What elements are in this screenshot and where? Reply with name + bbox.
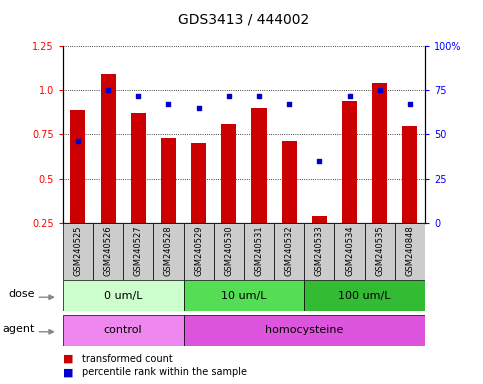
- Bar: [304, 280, 425, 311]
- Text: GSM240535: GSM240535: [375, 226, 384, 276]
- Text: ■: ■: [63, 367, 73, 377]
- Point: [134, 93, 142, 99]
- Text: GSM240530: GSM240530: [224, 226, 233, 276]
- Bar: [213, 223, 244, 280]
- Bar: [184, 315, 425, 346]
- Point: [165, 101, 172, 108]
- Bar: [312, 216, 327, 223]
- Text: GSM240528: GSM240528: [164, 226, 173, 276]
- Text: transformed count: transformed count: [82, 354, 173, 364]
- Bar: [63, 280, 184, 311]
- Point: [315, 158, 323, 164]
- Text: homocysteine: homocysteine: [265, 325, 343, 335]
- Text: GDS3413 / 444002: GDS3413 / 444002: [178, 13, 310, 27]
- Point: [225, 93, 233, 99]
- Text: GSM240525: GSM240525: [73, 226, 83, 276]
- Text: percentile rank within the sample: percentile rank within the sample: [82, 367, 247, 377]
- Bar: [93, 223, 123, 280]
- Point: [376, 87, 384, 93]
- Text: GSM240534: GSM240534: [345, 226, 354, 276]
- Bar: [71, 110, 85, 223]
- Text: GSM240527: GSM240527: [134, 226, 143, 276]
- Text: GSM240531: GSM240531: [255, 226, 264, 276]
- Text: 10 um/L: 10 um/L: [221, 291, 267, 301]
- Point: [255, 93, 263, 99]
- Bar: [123, 223, 154, 280]
- Point: [285, 101, 293, 108]
- Bar: [191, 143, 206, 223]
- Bar: [184, 223, 213, 280]
- Text: GSM240529: GSM240529: [194, 226, 203, 276]
- Point: [74, 138, 82, 144]
- Text: GSM240532: GSM240532: [284, 226, 294, 276]
- Bar: [342, 101, 357, 223]
- Point: [195, 105, 202, 111]
- Point: [104, 87, 112, 93]
- Bar: [161, 138, 176, 223]
- Text: control: control: [104, 325, 142, 335]
- Bar: [221, 124, 236, 223]
- Bar: [395, 223, 425, 280]
- Point: [346, 93, 354, 99]
- Bar: [365, 223, 395, 280]
- Text: dose: dose: [8, 289, 35, 299]
- Text: GSM240533: GSM240533: [315, 226, 324, 276]
- Bar: [63, 315, 184, 346]
- Bar: [244, 223, 274, 280]
- Bar: [131, 113, 146, 223]
- Bar: [252, 108, 267, 223]
- Bar: [274, 223, 304, 280]
- Bar: [334, 223, 365, 280]
- Text: ■: ■: [63, 354, 73, 364]
- Bar: [304, 223, 334, 280]
- Bar: [372, 83, 387, 223]
- Bar: [154, 223, 184, 280]
- Text: GSM240848: GSM240848: [405, 226, 414, 276]
- Text: agent: agent: [2, 324, 35, 334]
- Bar: [184, 280, 304, 311]
- Bar: [63, 223, 93, 280]
- Text: 0 um/L: 0 um/L: [104, 291, 142, 301]
- Bar: [402, 126, 417, 223]
- Point: [406, 101, 414, 108]
- Bar: [100, 74, 115, 223]
- Text: 100 um/L: 100 um/L: [339, 291, 391, 301]
- Text: GSM240526: GSM240526: [103, 226, 113, 276]
- Bar: [282, 141, 297, 223]
